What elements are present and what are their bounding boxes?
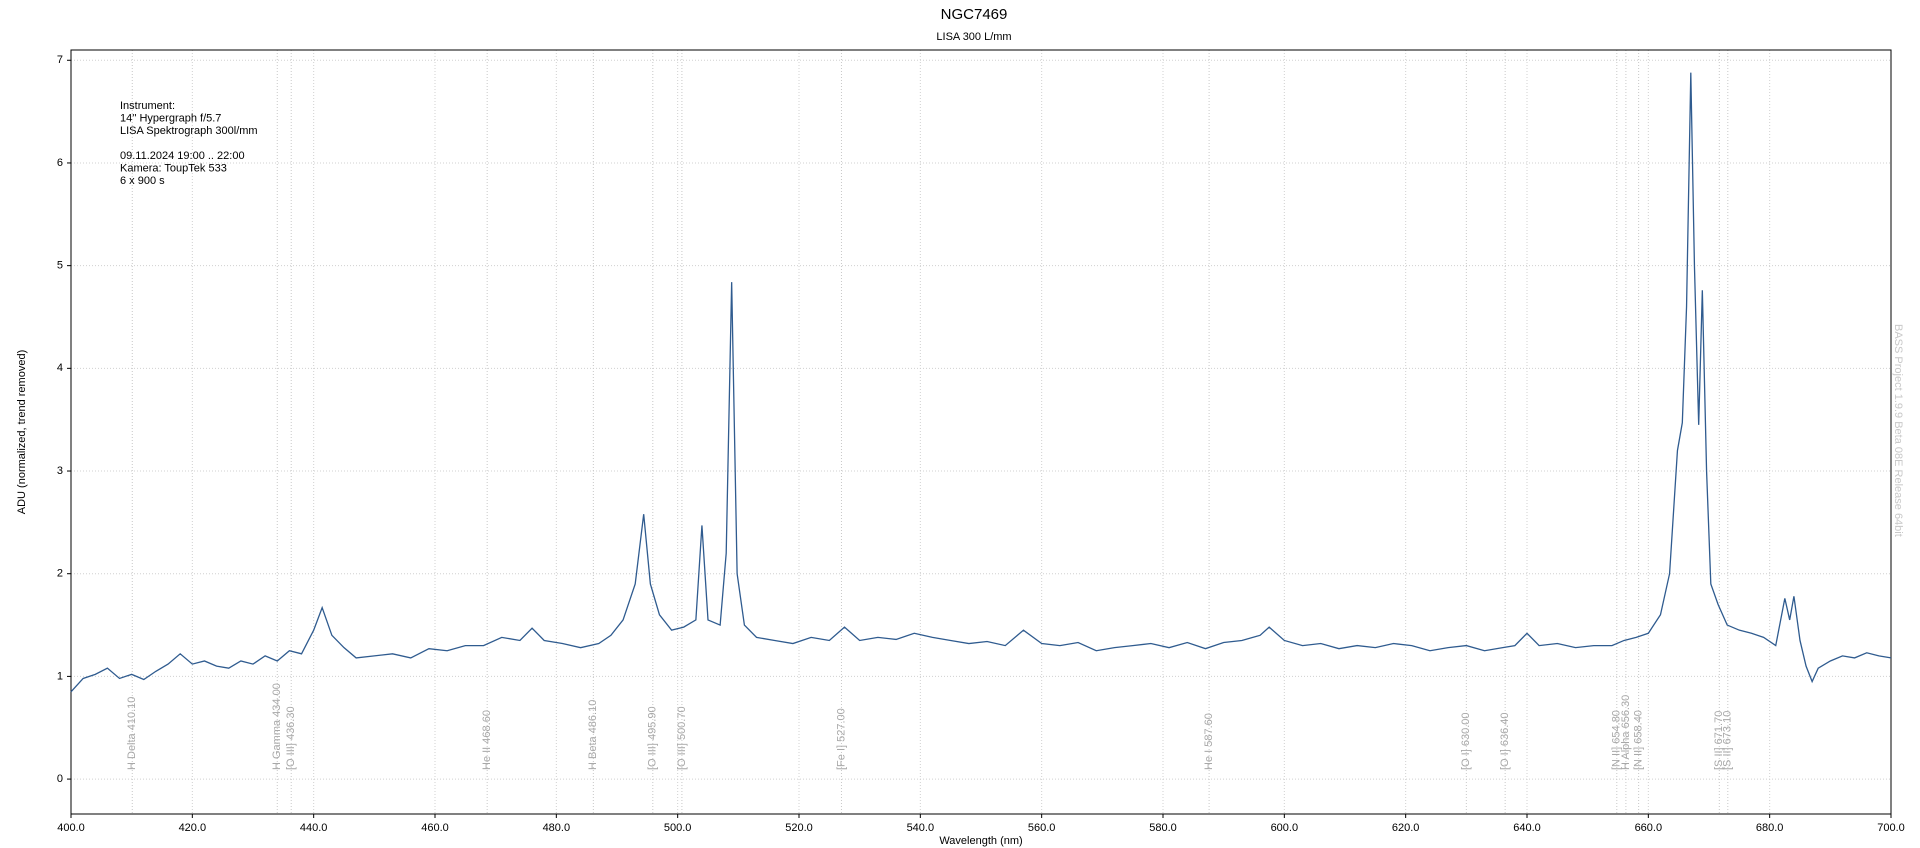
y-tick-label: 2 xyxy=(57,568,63,580)
plot-frame xyxy=(70,49,1892,815)
x-tick-label: 400.0 xyxy=(57,822,85,834)
y-tick-label: 0 xyxy=(57,773,63,785)
reference-label: He I 587.60 xyxy=(1203,713,1215,770)
x-tick-label: 480.0 xyxy=(543,822,571,834)
y-tick-label: 4 xyxy=(57,362,63,374)
x-tick-label: 500.0 xyxy=(664,822,692,834)
reference-label: [N II] 654.80 xyxy=(1611,710,1623,770)
reference-label: [O III] 500.70 xyxy=(676,706,688,770)
x-tick-label: 460.0 xyxy=(421,822,449,834)
watermark: BASS Project 1.9.9 Beta 08E Release 64bi… xyxy=(1892,324,1904,537)
info-text: 14'' Hypergraph f/5.7 xyxy=(120,112,221,124)
reference-label: [N II] 658.40 xyxy=(1633,710,1645,770)
x-axis-label: Wavelength (nm) xyxy=(939,835,1022,847)
reference-label: [S II] 671.70 xyxy=(1713,711,1725,770)
info-text: Kamera: ToupTek 533 xyxy=(120,162,227,174)
reference-label: [S II] 673.10 xyxy=(1722,711,1734,770)
y-axis-label: ADU (normalized, trend removed) xyxy=(16,350,28,514)
reference-label: [O I] 630.00 xyxy=(1460,713,1472,770)
reference-label: H Beta 486.10 xyxy=(587,700,599,770)
x-tick-label: 440.0 xyxy=(300,822,328,834)
x-tick-label: 540.0 xyxy=(907,822,935,834)
info-text: 6 x 900 s xyxy=(120,175,165,187)
info-text: 09.11.2024 19:00 .. 22:00 xyxy=(120,150,245,162)
y-tick-label: 1 xyxy=(57,670,63,682)
x-tick-label: 620.0 xyxy=(1392,822,1420,834)
x-tick-label: 680.0 xyxy=(1756,822,1784,834)
x-tick-label: 420.0 xyxy=(179,822,207,834)
y-tick-label: 7 xyxy=(57,54,63,66)
x-tick-label: 660.0 xyxy=(1635,822,1663,834)
reference-label: H Alpha 656.30 xyxy=(1620,695,1632,770)
spectrum-line xyxy=(70,72,1892,693)
reference-label: [Fe I] 527.00 xyxy=(835,708,847,770)
reference-label: [O I] 636.40 xyxy=(1499,713,1511,770)
reference-label: H Delta 410.10 xyxy=(126,697,138,770)
y-tick-label: 6 xyxy=(57,157,63,169)
info-text: Instrument: xyxy=(120,100,175,112)
reference-label: He II 468.60 xyxy=(481,710,493,770)
chart-subtitle: LISA 300 L/mm xyxy=(936,31,1011,43)
x-tick-label: 600.0 xyxy=(1271,822,1299,834)
x-tick-label: 560.0 xyxy=(1028,822,1056,834)
reference-label: H Gamma 434.00 xyxy=(271,683,283,770)
x-tick-label: 580.0 xyxy=(1149,822,1177,834)
info-text: LISA Spektrograph 300l/mm xyxy=(120,125,258,137)
chart-title: NGC7469 xyxy=(941,6,1008,23)
reference-label: [O III] 495.90 xyxy=(647,706,659,770)
x-tick-label: 640.0 xyxy=(1513,822,1541,834)
y-tick-label: 3 xyxy=(57,465,63,477)
y-tick-label: 5 xyxy=(57,260,63,272)
x-tick-label: 520.0 xyxy=(785,822,813,834)
x-tick-label: 700.0 xyxy=(1877,822,1905,834)
reference-label: [O III] 436.30 xyxy=(285,706,297,770)
